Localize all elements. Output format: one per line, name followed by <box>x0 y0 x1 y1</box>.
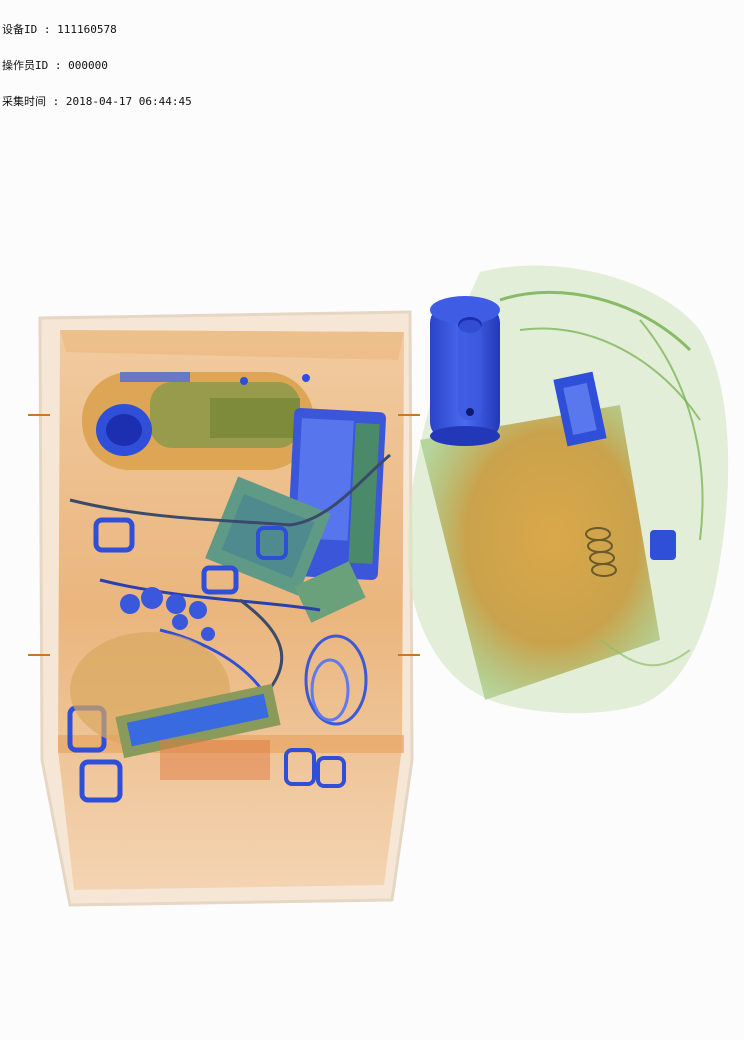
scan-metadata: 设备ID : 111160578 操作员ID : 000000 采集时间 : 2… <box>2 0 192 120</box>
device-id-value: 111160578 <box>57 23 117 36</box>
pouch <box>82 372 314 470</box>
operator-id-value: 000000 <box>68 59 108 72</box>
capture-time-value: 2018-04-17 06:44:45 <box>65 95 192 108</box>
device-id-label: 设备ID <box>2 23 38 36</box>
capture-time-label: 采集时间 <box>2 95 46 108</box>
capture-time-line: 采集时间 : 2018-04-17 06:44:45 <box>2 96 192 108</box>
separator: : <box>37 23 58 36</box>
coins <box>120 587 215 641</box>
separator: : <box>46 95 66 108</box>
key-rings <box>67 517 346 803</box>
lower-items <box>70 632 281 780</box>
tangled-cables <box>69 453 391 726</box>
metal-canister <box>430 296 500 446</box>
operator-id-label: 操作员ID <box>2 59 49 72</box>
operator-id-line: 操作员ID : 000000 <box>2 60 192 72</box>
separator: : <box>48 59 69 72</box>
device-id-line: 设备ID : 111160578 <box>2 24 192 36</box>
circuit-board <box>205 476 366 623</box>
